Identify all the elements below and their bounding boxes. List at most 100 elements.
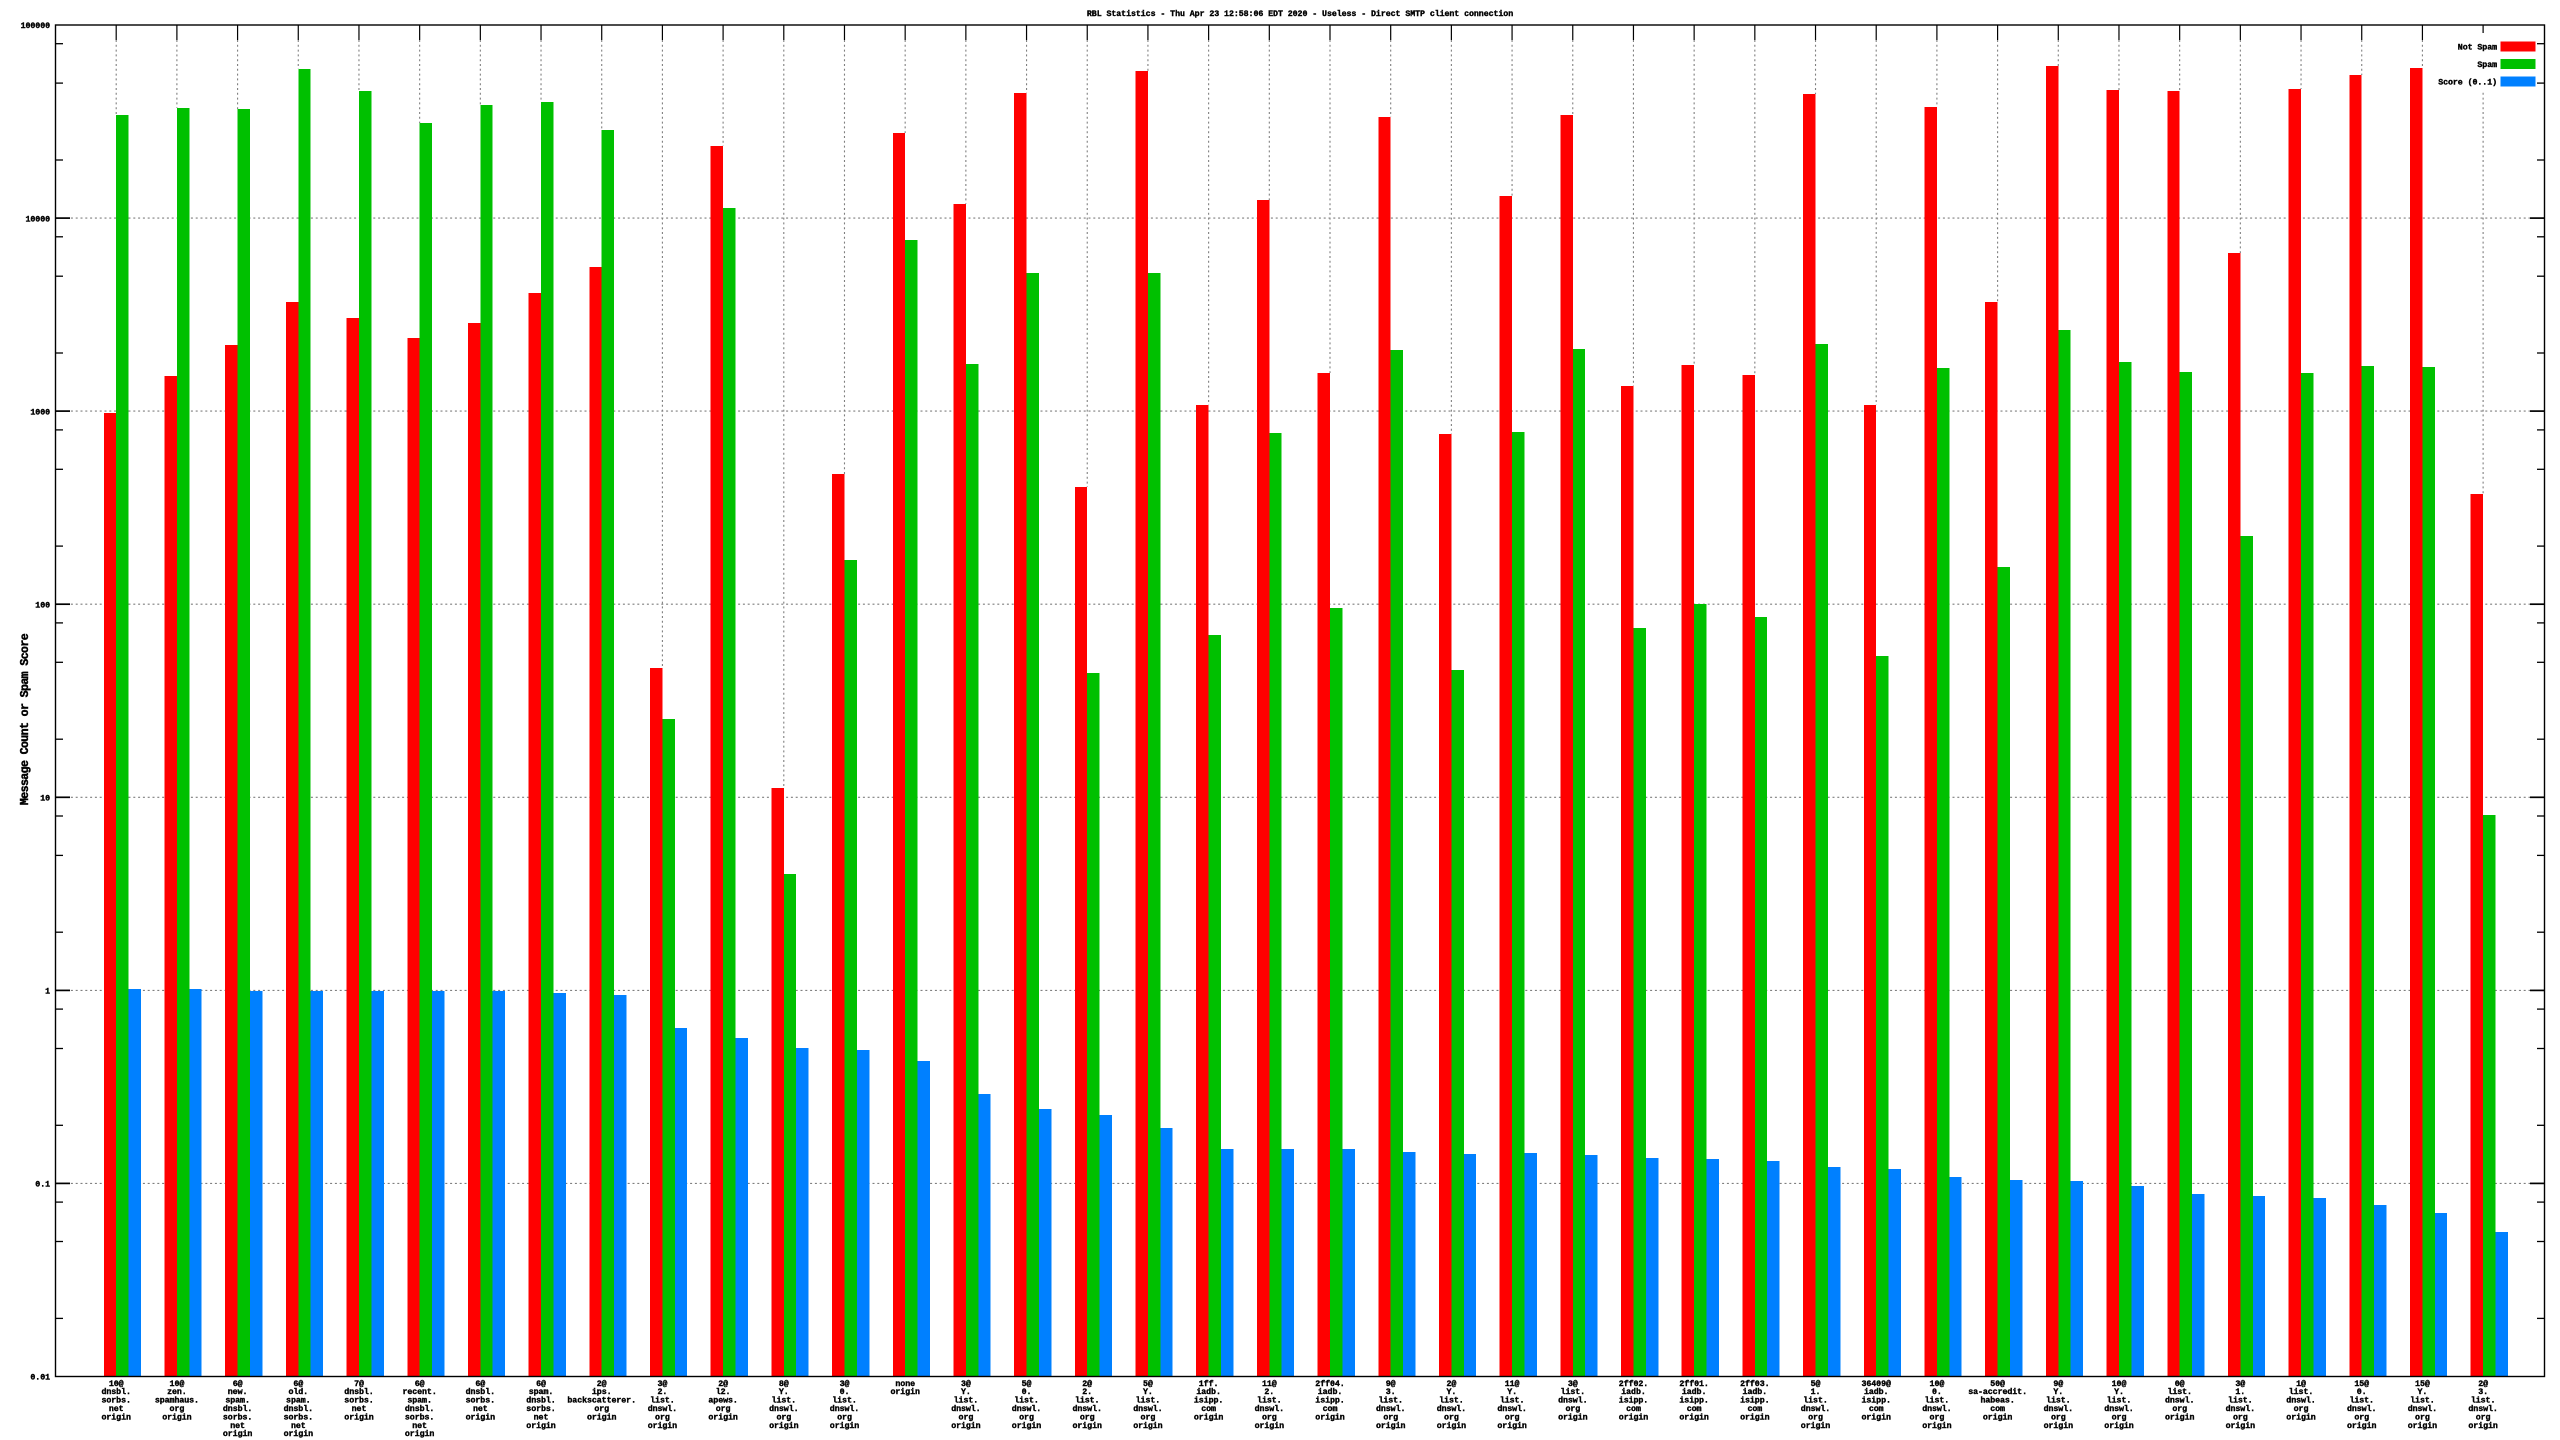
svg-text:iadb.: iadb. [1318, 1387, 1343, 1397]
svg-text:org: org [1019, 1413, 1034, 1422]
svg-text:2ff03.: 2ff03. [1740, 1379, 1769, 1389]
svg-text:1ff.: 1ff. [1199, 1379, 1219, 1389]
svg-text:origin: origin [1255, 1421, 1284, 1431]
svg-text:org: org [1262, 1413, 1277, 1422]
svg-text:origin: origin [1983, 1412, 2012, 1422]
svg-text:sorbs.: sorbs. [344, 1396, 373, 1406]
svg-text:0@: 0@ [2175, 1379, 2185, 1389]
svg-text:org: org [2294, 1405, 2309, 1414]
svg-text:10: 10 [40, 795, 50, 804]
svg-text:iadb.: iadb. [1621, 1387, 1646, 1397]
svg-text:Y.: Y. [2053, 1388, 2063, 1397]
svg-text:origin: origin [162, 1412, 191, 1422]
svg-text:dnswl.: dnswl. [951, 1404, 980, 1414]
svg-text:list.: list. [2046, 1396, 2071, 1406]
svg-text:org: org [1141, 1413, 1156, 1422]
svg-text:3@: 3@ [2235, 1379, 2245, 1389]
svg-text:list.: list. [2107, 1396, 2132, 1406]
svg-text:9@: 9@ [1386, 1379, 1396, 1389]
svg-text:isipp.: isipp. [1619, 1396, 1648, 1406]
svg-text:3@: 3@ [840, 1379, 850, 1389]
svg-text:Y.: Y. [1446, 1388, 1456, 1397]
svg-text:dnsbl.: dnsbl. [344, 1387, 373, 1397]
svg-text:org: org [2051, 1413, 2066, 1422]
svg-text:com: com [1201, 1405, 1216, 1414]
svg-text:org: org [2354, 1413, 2369, 1422]
svg-text:Y.: Y. [779, 1388, 789, 1397]
svg-text:dnsbl.: dnsbl. [526, 1396, 555, 1406]
svg-text:origin: origin [2468, 1421, 2497, 1431]
svg-text:RBL Statistics - Thu Apr 23 12: RBL Statistics - Thu Apr 23 12:58:06 EDT… [1087, 9, 1513, 19]
svg-text:iadb.: iadb. [1864, 1387, 1889, 1397]
svg-text:iadb.: iadb. [1743, 1387, 1768, 1397]
svg-text:net: net [230, 1422, 245, 1431]
svg-text:origin: origin [1619, 1412, 1648, 1422]
svg-text:3@: 3@ [961, 1379, 971, 1389]
svg-text:dnswl.: dnswl. [830, 1404, 859, 1414]
svg-text:15@: 15@ [2354, 1379, 2369, 1389]
svg-text:isipp.: isipp. [1679, 1396, 1708, 1406]
svg-text:Y.: Y. [2114, 1388, 2124, 1397]
svg-text:2.: 2. [657, 1388, 667, 1397]
svg-text:dnsbl.: dnsbl. [284, 1404, 313, 1414]
svg-text:3@: 3@ [1568, 1379, 1578, 1389]
svg-text:origin: origin [466, 1412, 495, 1422]
svg-text:com: com [1687, 1405, 1702, 1414]
svg-text:list.: list. [1014, 1396, 1039, 1406]
svg-text:0.: 0. [2357, 1388, 2367, 1397]
svg-text:org: org [655, 1413, 670, 1422]
svg-text:6@: 6@ [536, 1379, 546, 1389]
svg-text:origin: origin [2044, 1421, 2073, 1431]
svg-text:origin: origin [405, 1429, 434, 1439]
svg-text:2.: 2. [1264, 1388, 1274, 1397]
svg-text:10@: 10@ [170, 1379, 185, 1389]
svg-text:apews.: apews. [708, 1397, 737, 1406]
svg-text:11@: 11@ [1505, 1379, 1520, 1389]
svg-text:origin: origin [1437, 1421, 1466, 1431]
svg-text:none: none [895, 1380, 915, 1389]
svg-text:iadb.: iadb. [1196, 1387, 1221, 1397]
svg-text:origin: origin [830, 1421, 859, 1431]
svg-text:dnswl.: dnswl. [1497, 1404, 1526, 1414]
svg-text:org: org [1565, 1405, 1580, 1414]
svg-text:0.: 0. [1932, 1388, 1942, 1397]
svg-text:2@: 2@ [1082, 1379, 1092, 1389]
svg-text:com: com [1323, 1405, 1338, 1414]
svg-text:net: net [291, 1422, 306, 1431]
svg-text:0.: 0. [1022, 1388, 1032, 1397]
svg-text:origin: origin [2347, 1421, 2376, 1431]
svg-text:dnswl.: dnswl. [1012, 1404, 1041, 1414]
svg-text:dnswl.: dnswl. [2104, 1404, 2133, 1414]
svg-text:10@: 10@ [2112, 1379, 2127, 1389]
svg-text:1000: 1000 [30, 408, 50, 417]
svg-text:org: org [1505, 1413, 1520, 1422]
svg-text:origin: origin [1679, 1412, 1708, 1422]
svg-text:new.: new. [228, 1388, 248, 1397]
svg-text:org: org [2476, 1413, 2491, 1422]
svg-text:2.: 2. [1082, 1388, 1092, 1397]
svg-text:list.: list. [650, 1396, 675, 1406]
svg-text:list.: list. [2410, 1396, 2435, 1406]
svg-text:dnswl.: dnswl. [1072, 1404, 1101, 1414]
svg-text:origin: origin [1861, 1412, 1890, 1422]
svg-text:dnswl.: dnswl. [2044, 1404, 2073, 1414]
svg-text:Y.: Y. [961, 1388, 971, 1397]
svg-text:dnsbl.: dnsbl. [466, 1387, 495, 1397]
svg-text:list.: list. [1925, 1396, 1950, 1406]
svg-text:origin: origin [1012, 1421, 1041, 1431]
svg-text:net: net [109, 1405, 124, 1414]
svg-text:2ff02.: 2ff02. [1619, 1379, 1648, 1389]
svg-text:org: org [776, 1413, 791, 1422]
svg-text:net: net [534, 1413, 549, 1422]
svg-text:10@: 10@ [1930, 1379, 1945, 1389]
svg-text:dnswl.: dnswl. [1376, 1404, 1405, 1414]
svg-text:origin: origin [1133, 1421, 1162, 1431]
svg-text:dnsbl.: dnsbl. [405, 1404, 434, 1414]
svg-text:list.: list. [1803, 1396, 1828, 1406]
svg-text:list.: list. [2471, 1396, 2496, 1406]
svg-text:0.01: 0.01 [30, 1374, 50, 1383]
svg-text:l2.: l2. [716, 1387, 731, 1397]
svg-text:origin: origin [1072, 1421, 1101, 1431]
svg-text:org: org [2415, 1413, 2430, 1422]
svg-text:org: org [1080, 1413, 1095, 1422]
